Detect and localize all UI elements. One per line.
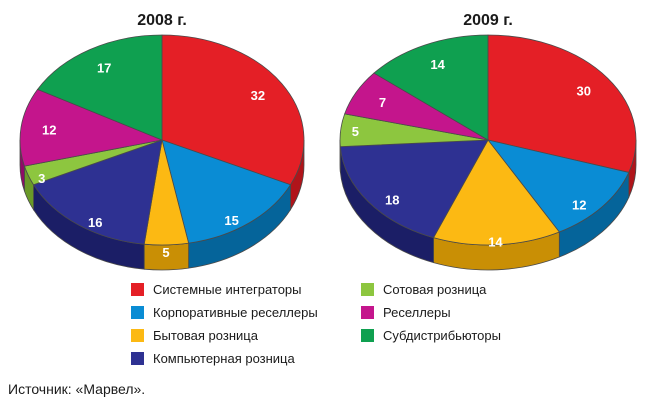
slice-label-2: 12 bbox=[572, 198, 586, 213]
pie-title: 2009 г. bbox=[463, 12, 513, 29]
pie-top bbox=[339, 34, 637, 246]
slice-label-6: 12 bbox=[42, 122, 56, 137]
legend-item-3: Бытовая розница bbox=[131, 328, 259, 343]
legend-label: Субдистрибьюторы bbox=[383, 328, 501, 343]
slice-7 bbox=[37, 34, 163, 141]
slice-label-1: 32 bbox=[251, 88, 265, 103]
slice-7 bbox=[373, 34, 489, 141]
slice-labels: 32 15 5 16 3 12 17 bbox=[38, 61, 265, 260]
legend-swatch bbox=[131, 306, 144, 319]
slice-3 bbox=[433, 139, 560, 246]
pie-top bbox=[19, 34, 305, 246]
legend-item-1: Системные интеграторы bbox=[131, 282, 302, 297]
legend-label: Реселлеры bbox=[383, 305, 451, 320]
slice-label-6: 7 bbox=[379, 95, 386, 110]
slice-label-3: 14 bbox=[488, 234, 503, 249]
slice-label-5: 5 bbox=[352, 124, 359, 139]
pie-charts: 2008 г. 32 15 5 16 3 12 17 2009 г. 30 12 14 18 5 7 14 bbox=[19, 12, 637, 271]
legend-item-2: Корпоративные реселлеры bbox=[131, 305, 318, 320]
legend-item-7: Субдистрибьюторы bbox=[361, 328, 501, 343]
legend-swatch bbox=[361, 329, 374, 342]
slice-label-4: 16 bbox=[88, 215, 102, 230]
legend: Системные интеграторы Корпоративные ресел… bbox=[131, 282, 501, 366]
slice-label-7: 14 bbox=[430, 57, 445, 72]
slice-2 bbox=[487, 139, 630, 233]
slice-labels: 30 12 14 18 5 7 14 bbox=[352, 57, 591, 249]
legend-label: Сотовая розница bbox=[383, 282, 487, 297]
slice-label-7: 17 bbox=[97, 61, 111, 76]
slice-label-5: 3 bbox=[38, 171, 45, 186]
slice-label-2: 15 bbox=[224, 213, 238, 228]
slice-4 bbox=[33, 139, 163, 245]
legend-swatch bbox=[131, 329, 144, 342]
legend-label: Бытовая розница bbox=[153, 328, 259, 343]
legend-item-4: Компьютерная розница bbox=[131, 351, 296, 366]
legend-item-6: Реселлеры bbox=[361, 305, 451, 320]
pie-2: 2009 г. 30 12 14 18 5 7 14 bbox=[339, 12, 637, 271]
legend-swatch bbox=[361, 306, 374, 319]
pie-title: 2008 г. bbox=[137, 12, 187, 29]
legend-swatch bbox=[361, 283, 374, 296]
slice-2 bbox=[161, 139, 291, 244]
slice-4 bbox=[339, 139, 489, 239]
legend-item-5: Сотовая розница bbox=[361, 282, 487, 297]
legend-swatch bbox=[131, 352, 144, 365]
slice-label-1: 30 bbox=[577, 84, 591, 99]
legend-label: Компьютерная розница bbox=[153, 351, 296, 366]
legend-label: Системные интеграторы bbox=[153, 282, 302, 297]
legend-swatch bbox=[131, 283, 144, 296]
slice-label-3: 5 bbox=[162, 245, 169, 260]
pie-1: 2008 г. 32 15 5 16 3 12 17 bbox=[19, 12, 305, 271]
slice-1 bbox=[161, 34, 305, 186]
legend-label: Корпоративные реселлеры bbox=[153, 305, 318, 320]
slice-6 bbox=[19, 89, 163, 167]
slice-label-4: 18 bbox=[385, 193, 399, 208]
slice-1 bbox=[487, 34, 637, 173]
source-note: Источник: «Марвел». bbox=[8, 381, 146, 397]
